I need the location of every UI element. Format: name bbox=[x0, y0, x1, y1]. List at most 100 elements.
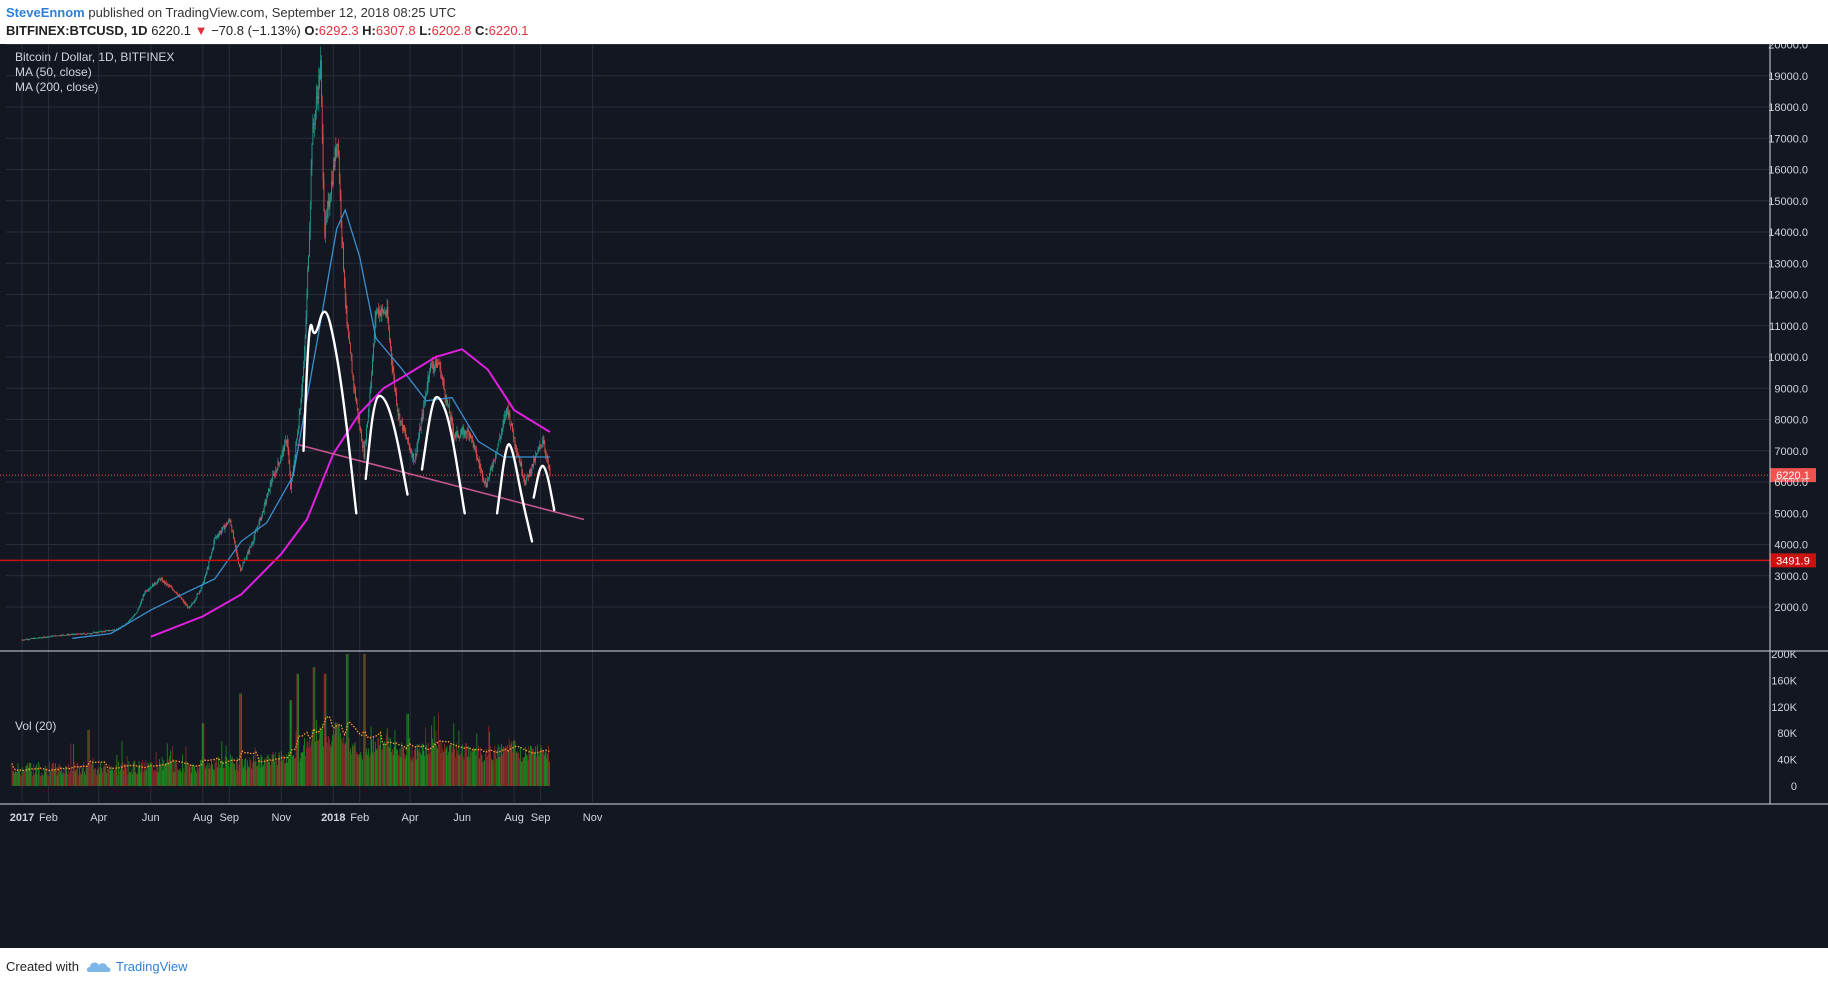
candle-body bbox=[313, 123, 315, 125]
volume-bar bbox=[503, 747, 505, 786]
candle-body bbox=[89, 633, 90, 634]
volume-bar bbox=[227, 762, 229, 786]
volume-bar bbox=[460, 753, 462, 786]
volume-bar bbox=[302, 752, 304, 786]
candle-body bbox=[344, 270, 345, 287]
volume-bar bbox=[247, 766, 249, 786]
author-link[interactable]: SteveEnnom bbox=[6, 5, 85, 20]
candle-body bbox=[229, 520, 231, 522]
candle-body bbox=[75, 634, 77, 635]
candle-body bbox=[109, 630, 111, 632]
volume-bar bbox=[123, 770, 125, 786]
candle-body bbox=[164, 581, 166, 584]
volume-bar bbox=[207, 768, 209, 786]
volume-bar bbox=[252, 755, 254, 786]
legend-ma200[interactable]: MA (200, close) bbox=[15, 80, 98, 94]
legend-ma50[interactable]: MA (50, close) bbox=[15, 65, 92, 79]
volume-bar bbox=[11, 763, 13, 786]
candle-body bbox=[272, 474, 274, 482]
volume-bar bbox=[121, 740, 123, 786]
volume-bar bbox=[48, 775, 50, 786]
volume-bar bbox=[449, 744, 451, 786]
volume-bar bbox=[237, 770, 239, 786]
volume-bar bbox=[34, 772, 36, 786]
volume-bar bbox=[264, 759, 265, 786]
tradingview-brand-link[interactable]: TradingView bbox=[116, 959, 188, 974]
volume-bar bbox=[73, 761, 75, 786]
candle-body bbox=[280, 459, 281, 464]
candle-body bbox=[529, 470, 531, 474]
volume-bar bbox=[180, 771, 182, 786]
volume-bar bbox=[243, 765, 245, 786]
legend-volume[interactable]: Vol (20) bbox=[15, 719, 56, 733]
candle-body bbox=[195, 598, 197, 600]
candle-body bbox=[415, 453, 417, 455]
volume-bar bbox=[388, 737, 390, 786]
candle-body bbox=[151, 587, 152, 588]
volume-bar bbox=[235, 770, 236, 786]
volume-bar bbox=[272, 752, 274, 786]
candle-body bbox=[437, 363, 439, 365]
volume-bar bbox=[462, 756, 464, 786]
candle-body bbox=[129, 619, 131, 621]
candle-body bbox=[28, 639, 30, 641]
candle-body bbox=[152, 584, 153, 588]
volume-bar bbox=[45, 771, 47, 786]
volume-bar bbox=[320, 730, 322, 786]
candle-body bbox=[477, 457, 478, 460]
volume-bar bbox=[149, 762, 151, 786]
candle-body bbox=[460, 434, 461, 438]
candle-body bbox=[374, 319, 376, 337]
volume-bar bbox=[125, 767, 127, 786]
candle-body bbox=[429, 371, 431, 377]
candle-body bbox=[310, 165, 312, 204]
candle-body bbox=[330, 195, 332, 203]
volume-bar bbox=[438, 712, 439, 786]
candle-body bbox=[194, 599, 196, 602]
volume-bar bbox=[413, 756, 415, 786]
candle-body bbox=[404, 430, 406, 433]
volume-bar bbox=[430, 751, 432, 786]
candle-body bbox=[490, 467, 492, 469]
volume-bar bbox=[261, 756, 263, 786]
volume-bar bbox=[251, 768, 253, 786]
candle-body bbox=[226, 523, 228, 525]
price-chart[interactable]: 3491.9 6220.1 2000.0 3000.0 4000.0 5000.0 600… bbox=[0, 44, 1828, 948]
candle-body bbox=[355, 399, 357, 404]
volume-bar bbox=[187, 765, 189, 786]
candle-body bbox=[210, 555, 211, 560]
low-value: 6202.8 bbox=[431, 23, 472, 38]
candle-body bbox=[410, 450, 412, 453]
volume-bar bbox=[211, 760, 212, 786]
candle-body bbox=[237, 554, 239, 560]
volume-bar bbox=[523, 757, 525, 786]
candle-body bbox=[442, 379, 444, 383]
candle-body bbox=[161, 578, 163, 580]
candle-body bbox=[88, 633, 89, 634]
volume-bar bbox=[455, 743, 457, 786]
volume-bar bbox=[14, 770, 16, 786]
candle-body bbox=[273, 474, 274, 475]
candle-body bbox=[315, 98, 317, 111]
volume-bar bbox=[49, 761, 50, 786]
candle-body bbox=[168, 584, 170, 586]
candle-body bbox=[390, 347, 392, 359]
volume-bar bbox=[189, 766, 191, 786]
volume-bar bbox=[349, 751, 351, 786]
volume-bar bbox=[13, 770, 15, 786]
volume-bar bbox=[384, 741, 386, 786]
candle-body bbox=[84, 633, 86, 635]
volume-bar bbox=[12, 770, 14, 786]
candle-body bbox=[466, 429, 468, 436]
volume-bar bbox=[31, 771, 33, 786]
volume-bar bbox=[224, 755, 226, 786]
candle-body bbox=[242, 563, 244, 567]
volume-bar bbox=[333, 729, 334, 786]
candle-body bbox=[137, 608, 139, 612]
candle-body bbox=[344, 286, 346, 300]
volume-bar bbox=[96, 769, 98, 786]
volume-bar bbox=[148, 765, 150, 786]
candle-body bbox=[236, 550, 238, 555]
volume-bar bbox=[437, 748, 439, 786]
candle-body bbox=[396, 392, 397, 404]
